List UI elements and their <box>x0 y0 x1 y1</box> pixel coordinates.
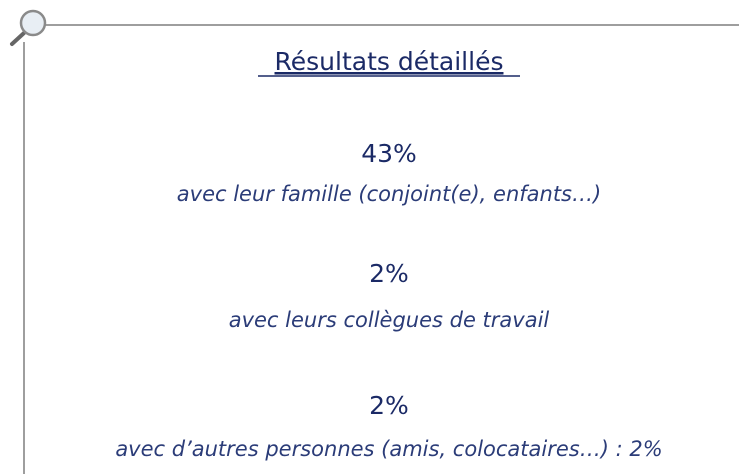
title: Résultats détaillés <box>275 47 504 76</box>
item-value: 2% <box>369 259 409 288</box>
item-label: avec leurs collègues de travail <box>229 308 550 332</box>
item-value: 43% <box>361 139 417 168</box>
item-label: avec d’autres personnes (amis, colocatai… <box>115 437 662 461</box>
item-value: 2% <box>369 391 409 420</box>
magnifier-icon <box>10 9 47 46</box>
item-label: avec leur famille (conjoint(e), enfants…… <box>177 182 601 206</box>
